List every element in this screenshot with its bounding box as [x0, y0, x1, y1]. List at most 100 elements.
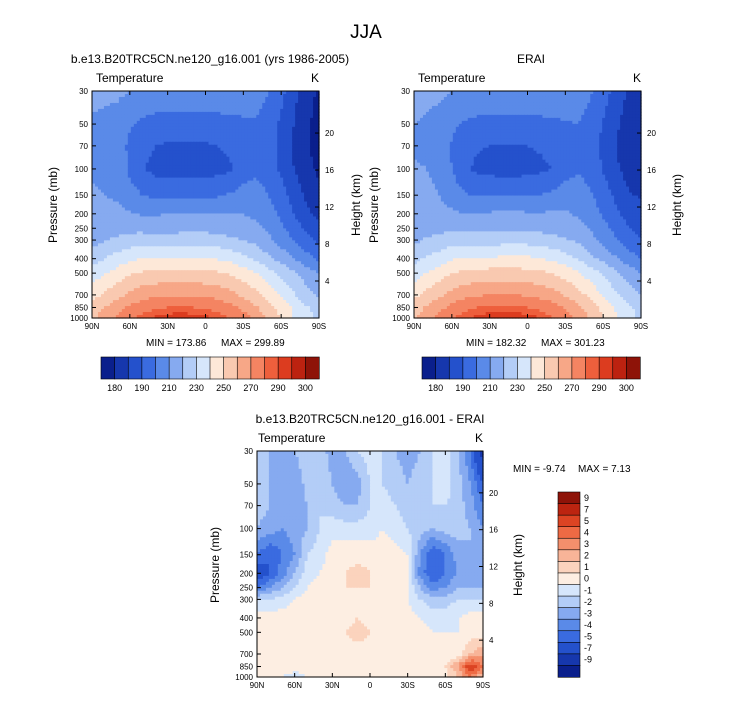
model-cell [172, 135, 177, 140]
model-cell [199, 117, 204, 122]
model-cell [292, 99, 296, 104]
model-cell [154, 105, 159, 110]
model-cell [277, 99, 281, 104]
model-cell [301, 96, 305, 101]
model-cell [217, 165, 222, 170]
model-cell [166, 91, 171, 95]
model-cell [283, 99, 287, 104]
model-cell [313, 96, 317, 101]
model-cell [202, 105, 207, 110]
model-cell [304, 96, 308, 101]
model-cell [247, 138, 251, 143]
model-cell [106, 153, 111, 158]
model-cell [130, 108, 135, 113]
model-cell [271, 168, 275, 173]
model-cell [229, 99, 233, 104]
model-cell [151, 165, 156, 170]
model-cell [193, 111, 198, 116]
model-cell [208, 135, 213, 140]
model-cell [178, 132, 183, 137]
model-cell [292, 114, 296, 119]
model-cell [310, 135, 314, 140]
model-cell [253, 123, 257, 128]
model-cell [274, 156, 278, 161]
model-cell [94, 153, 99, 158]
model-cell [166, 171, 171, 176]
model-cell [244, 132, 248, 137]
model-cell [172, 105, 177, 110]
model-cell [232, 117, 236, 122]
model-cell [313, 120, 317, 125]
model-cell [316, 105, 320, 110]
model-cell [283, 111, 287, 116]
model-cell [92, 108, 96, 113]
model-cell [178, 123, 183, 128]
model-cell [208, 105, 213, 110]
model-cell [118, 150, 123, 155]
model-cell [145, 99, 150, 104]
model-cell [100, 147, 105, 152]
model-cell [220, 102, 225, 107]
model-cell [184, 132, 189, 137]
model-cell [160, 129, 165, 134]
model-cell [283, 156, 287, 161]
model-cell [238, 117, 242, 122]
model-cell [256, 132, 260, 137]
model-cell [97, 165, 102, 170]
model-cell [265, 129, 269, 134]
model-cell [190, 150, 195, 155]
model-cell [154, 120, 159, 125]
model-cell [139, 132, 144, 137]
model-cell [130, 171, 135, 176]
model-cell [214, 111, 219, 116]
model-cell [310, 144, 314, 149]
model-cell [292, 91, 296, 95]
model-cell [223, 162, 228, 167]
model-cell [211, 144, 216, 149]
model-cell [205, 105, 210, 110]
model-cell [316, 108, 320, 113]
model-cell [202, 117, 207, 122]
model-cell [286, 138, 290, 143]
model-cell [175, 99, 180, 104]
model-cell [289, 138, 293, 143]
model-cell [298, 111, 302, 116]
model-cell [301, 153, 305, 158]
model-cell [160, 96, 165, 101]
model-cell [259, 117, 263, 122]
model-cell [196, 129, 201, 134]
model-cell [187, 135, 192, 140]
model-cell [298, 114, 302, 119]
model-cell [286, 123, 290, 128]
model-cell [106, 114, 111, 119]
model-cell [142, 153, 147, 158]
model-cell [175, 159, 180, 164]
model-cell [280, 114, 284, 119]
model-cell [196, 93, 201, 98]
model-cell [175, 111, 180, 116]
model-cell [310, 105, 314, 110]
model-cell [130, 117, 135, 122]
model-cell [124, 129, 129, 134]
model-cell [181, 120, 186, 125]
model-cell [265, 111, 269, 116]
model-cell [235, 114, 239, 119]
model-cell [148, 96, 153, 101]
model-cell [304, 91, 308, 95]
model-cell [196, 99, 201, 104]
model-cell [274, 144, 278, 149]
model-cell [307, 120, 311, 125]
model-cell [154, 114, 159, 119]
model-cell [205, 123, 210, 128]
model-cell [115, 96, 120, 101]
model-cell [202, 159, 207, 164]
model-cell [109, 93, 114, 98]
model-cell [100, 162, 105, 167]
model-cell [100, 108, 105, 113]
model-cell [313, 117, 317, 122]
model-cell [205, 108, 210, 113]
model-cell [160, 126, 165, 131]
model-cell [256, 114, 260, 119]
model-cell [217, 102, 222, 107]
model-cell [292, 168, 296, 173]
